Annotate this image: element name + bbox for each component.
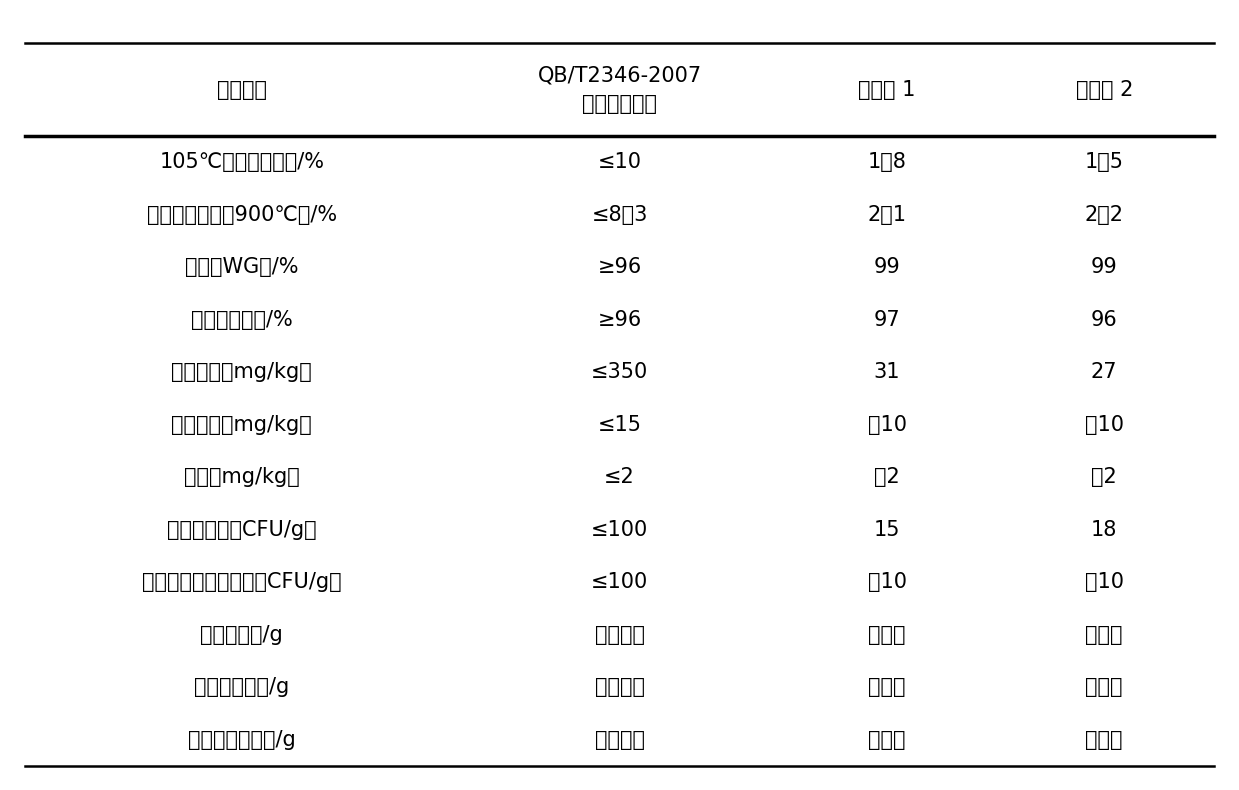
Text: 未检出: 未检出 [869, 730, 906, 750]
Text: 105℃下挥发物含量/%: 105℃下挥发物含量/% [160, 152, 325, 172]
Text: ≥96: ≥96 [597, 310, 642, 329]
Text: 18: 18 [1092, 520, 1118, 540]
Text: 干剂灼烧失重（900℃）/%: 干剂灼烧失重（900℃）/% [146, 205, 337, 224]
Text: ＜10: ＜10 [1084, 415, 1124, 434]
Text: 菌落总数／（CFU/g）: 菌落总数／（CFU/g） [167, 520, 317, 540]
Text: 不应检出: 不应检出 [595, 678, 644, 698]
Text: 1．8: 1．8 [867, 152, 907, 172]
Text: ≤2: ≤2 [605, 468, 634, 487]
Text: 粪大肠菌群/g: 粪大肠菌群/g [201, 625, 284, 645]
Text: ＜10: ＜10 [1084, 573, 1124, 592]
Text: 31: 31 [873, 363, 901, 382]
Text: ≤100: ≤100 [591, 520, 648, 540]
Text: 2．1: 2．1 [867, 205, 907, 224]
Text: 重金属／（mg/kg）: 重金属／（mg/kg） [171, 415, 312, 434]
Text: ＜2: ＜2 [1092, 468, 1118, 487]
Text: 铁含量／（mg/kg）: 铁含量／（mg/kg） [171, 363, 312, 382]
Text: QB/T2346-2007
规定技术要求: QB/T2346-2007 规定技术要求 [538, 66, 701, 114]
Text: 实施例 1: 实施例 1 [859, 80, 916, 100]
Text: 实施例 2: 实施例 2 [1075, 80, 1132, 100]
Text: 白度（WG）/%: 白度（WG）/% [185, 258, 299, 277]
Text: ≤100: ≤100 [591, 573, 648, 592]
Text: 2．2: 2．2 [1084, 205, 1124, 224]
Text: ≥96: ≥96 [597, 258, 642, 277]
Text: ≤8．3: ≤8．3 [591, 205, 648, 224]
Text: 不应检出: 不应检出 [595, 625, 644, 645]
Text: ≤10: ≤10 [597, 152, 642, 172]
Text: 铜绿假单胞菌/g: 铜绿假单胞菌/g [195, 678, 290, 698]
Text: 99: 99 [873, 258, 901, 277]
Text: 未检出: 未检出 [1085, 730, 1123, 750]
Text: 未检出: 未检出 [869, 678, 906, 698]
Text: 未检出: 未检出 [1085, 625, 1123, 645]
Text: 砷／（mg/kg）: 砷／（mg/kg） [183, 468, 300, 487]
Text: ≤350: ≤350 [591, 363, 648, 382]
Text: 二氧化硅含量/%: 二氧化硅含量/% [191, 310, 292, 329]
Text: 未检出: 未检出 [869, 625, 906, 645]
Text: ≤15: ≤15 [597, 415, 642, 434]
Text: 霉菌与酵母菌总数／（CFU/g）: 霉菌与酵母菌总数／（CFU/g） [142, 573, 342, 592]
Text: 96: 96 [1090, 310, 1118, 329]
Text: 金黄色葡萄球菌/g: 金黄色葡萄球菌/g [188, 730, 296, 750]
Text: 检测项目: 检测项目 [217, 80, 266, 100]
Text: ＜10: ＜10 [867, 415, 907, 434]
Text: 未检出: 未检出 [1085, 678, 1123, 698]
Text: 97: 97 [873, 310, 901, 329]
Text: ＜2: ＜2 [875, 468, 900, 487]
Text: 不应检出: 不应检出 [595, 730, 644, 750]
Text: 27: 27 [1092, 363, 1118, 382]
Text: 99: 99 [1090, 258, 1118, 277]
Text: 1．5: 1．5 [1084, 152, 1124, 172]
Text: 15: 15 [873, 520, 901, 540]
Text: ＜10: ＜10 [867, 573, 907, 592]
